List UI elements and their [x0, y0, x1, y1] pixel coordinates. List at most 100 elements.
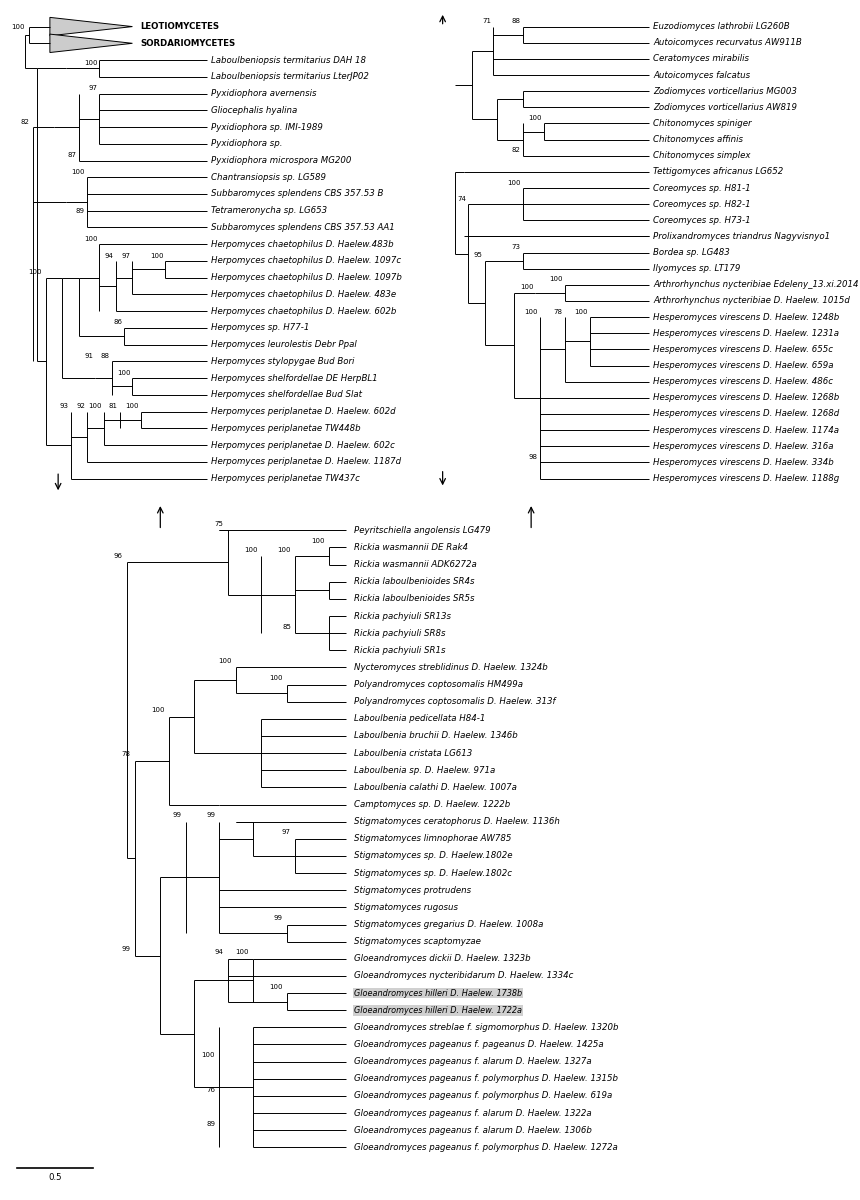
- Text: 97: 97: [121, 252, 131, 258]
- Text: Stigmatomyces gregarius D. Haelew. 1008a: Stigmatomyces gregarius D. Haelew. 1008a: [354, 920, 544, 929]
- Text: Gloeandromyces pageanus f. polymorphus D. Haelew. 619a: Gloeandromyces pageanus f. polymorphus D…: [354, 1092, 612, 1100]
- Text: Hesperomyces virescens D. Haelew. 1174a: Hesperomyces virescens D. Haelew. 1174a: [654, 426, 839, 434]
- Text: 71: 71: [482, 18, 491, 24]
- Text: 100: 100: [12, 24, 25, 30]
- Text: Hesperomyces virescens D. Haelew. 486c: Hesperomyces virescens D. Haelew. 486c: [654, 377, 833, 386]
- Text: 87: 87: [68, 152, 77, 158]
- Text: LEOTIOMYCETES: LEOTIOMYCETES: [141, 22, 220, 31]
- Text: Herpomyces chaetophilus D. Haelew.483b: Herpomyces chaetophilus D. Haelew.483b: [211, 240, 394, 248]
- Text: Coreomyces sp. H82-1: Coreomyces sp. H82-1: [654, 199, 751, 209]
- Text: Laboulbenia sp. D. Haelew. 971a: Laboulbenia sp. D. Haelew. 971a: [354, 766, 495, 775]
- Text: Pyxidiophora avernensis: Pyxidiophora avernensis: [211, 89, 316, 98]
- Text: Gloeandromyces pageanus f. pageanus D. Haelew. 1425a: Gloeandromyces pageanus f. pageanus D. H…: [354, 1040, 604, 1049]
- Text: Pyxidiophora sp.: Pyxidiophora sp.: [211, 139, 282, 149]
- Text: Gloeandromyces pageanus f. alarum D. Haelew. 1306b: Gloeandromyces pageanus f. alarum D. Hae…: [354, 1126, 592, 1135]
- Text: 76: 76: [206, 1086, 215, 1092]
- Text: Euzodiomyces lathrobii LG260B: Euzodiomyces lathrobii LG260B: [654, 22, 790, 31]
- Text: Herpomyces chaetophilus D. Haelew. 1097b: Herpomyces chaetophilus D. Haelew. 1097b: [211, 274, 402, 282]
- Text: Hesperomyces virescens D. Haelew. 1248b: Hesperomyces virescens D. Haelew. 1248b: [654, 313, 839, 322]
- Text: Laboulbenia cristata LG613: Laboulbenia cristata LG613: [354, 749, 472, 757]
- Text: Hesperomyces virescens D. Haelew. 1188g: Hesperomyces virescens D. Haelew. 1188g: [654, 474, 839, 484]
- Text: Chitonomyces spiniger: Chitonomyces spiniger: [654, 119, 752, 128]
- Text: 100: 100: [88, 403, 101, 409]
- Text: Gloeandromyces nycteribidarum D. Haelew. 1334c: Gloeandromyces nycteribidarum D. Haelew.…: [354, 972, 574, 980]
- Text: Laboulbenia pedicellata H84-1: Laboulbenia pedicellata H84-1: [354, 714, 486, 724]
- Text: 100: 100: [278, 547, 291, 553]
- Text: 100: 100: [269, 676, 282, 682]
- Text: Stigmatomyces protrudens: Stigmatomyces protrudens: [354, 886, 471, 895]
- Text: 100: 100: [218, 658, 232, 664]
- Text: SORDARIOMYCETES: SORDARIOMYCETES: [141, 38, 236, 48]
- Text: 98: 98: [528, 454, 538, 460]
- Text: Arthrorhynchus nycteribiae Edeleny_13.xi.2014: Arthrorhynchus nycteribiae Edeleny_13.xi…: [654, 281, 859, 289]
- Text: Hesperomyces virescens D. Haelew. 655c: Hesperomyces virescens D. Haelew. 655c: [654, 344, 833, 354]
- Text: Subbaromyces splendens CBS 357.53 B: Subbaromyces splendens CBS 357.53 B: [211, 190, 384, 198]
- Text: Gliocephalis hyalina: Gliocephalis hyalina: [211, 106, 297, 115]
- Text: Subbaromyces splendens CBS 357.53 AA1: Subbaromyces splendens CBS 357.53 AA1: [211, 223, 395, 232]
- Text: Hesperomyces virescens D. Haelew. 1268b: Hesperomyces virescens D. Haelew. 1268b: [654, 394, 839, 402]
- Text: 82: 82: [512, 148, 520, 154]
- Text: Pyxidiophora microspora MG200: Pyxidiophora microspora MG200: [211, 156, 351, 164]
- Text: Rickia pachyiuli SR13s: Rickia pachyiuli SR13s: [354, 612, 452, 620]
- Text: 100: 100: [524, 308, 538, 314]
- Text: 97: 97: [282, 829, 291, 835]
- Text: Laboulbeniopsis termitarius DAH 18: Laboulbeniopsis termitarius DAH 18: [211, 55, 366, 65]
- Text: Herpomyces sp. H77-1: Herpomyces sp. H77-1: [211, 323, 310, 332]
- Text: Polyandromyces coptosomalis HM499a: Polyandromyces coptosomalis HM499a: [354, 680, 523, 689]
- Text: Gloeandromyces pageanus f. polymorphus D. Haelew. 1315b: Gloeandromyces pageanus f. polymorphus D…: [354, 1074, 618, 1084]
- Text: 99: 99: [122, 946, 131, 952]
- Text: Rickia wasmannii ADK6272a: Rickia wasmannii ADK6272a: [354, 560, 477, 569]
- Text: Hesperomyces virescens D. Haelew. 1231a: Hesperomyces virescens D. Haelew. 1231a: [654, 329, 839, 337]
- Text: Pyxidiophora sp. IMI-1989: Pyxidiophora sp. IMI-1989: [211, 122, 322, 132]
- Text: Camptomyces sp. D. Haelew. 1222b: Camptomyces sp. D. Haelew. 1222b: [354, 800, 510, 809]
- Text: Autoicomyces recurvatus AW911B: Autoicomyces recurvatus AW911B: [654, 38, 802, 47]
- Text: Tetrameronycha sp. LG653: Tetrameronycha sp. LG653: [211, 206, 327, 215]
- Text: 100: 100: [550, 276, 562, 282]
- Text: Chantransiopsis sp. LG589: Chantransiopsis sp. LG589: [211, 173, 326, 181]
- Text: Arthrorhynchus nycteribiae D. Haelew. 1015d: Arthrorhynchus nycteribiae D. Haelew. 10…: [654, 296, 851, 306]
- Text: 100: 100: [150, 252, 163, 258]
- Text: 100: 100: [236, 949, 249, 955]
- Text: Chitonomyces affinis: Chitonomyces affinis: [654, 136, 743, 144]
- Text: 100: 100: [28, 269, 41, 275]
- Text: 100: 100: [84, 60, 97, 66]
- Text: Coreomyces sp. H73-1: Coreomyces sp. H73-1: [654, 216, 751, 224]
- Text: Gloeandromyces hilleri D. Haelew. 1722a: Gloeandromyces hilleri D. Haelew. 1722a: [354, 1006, 522, 1015]
- Text: 73: 73: [512, 244, 520, 250]
- Text: 78: 78: [122, 751, 131, 757]
- Text: 99: 99: [273, 916, 282, 922]
- Text: 93: 93: [59, 403, 69, 409]
- Text: Gloeandromyces pageanus f. alarum D. Haelew. 1322a: Gloeandromyces pageanus f. alarum D. Hae…: [354, 1109, 592, 1117]
- Text: Stigmatomyces rugosus: Stigmatomyces rugosus: [354, 902, 458, 912]
- Text: 86: 86: [114, 319, 122, 325]
- Text: 100: 100: [71, 169, 85, 175]
- Text: Zodiomyces vorticellarius AW819: Zodiomyces vorticellarius AW819: [654, 103, 797, 112]
- Text: Rickia pachyiuli SR8s: Rickia pachyiuli SR8s: [354, 629, 445, 637]
- Text: Herpomyces shelfordellae Bud Slat: Herpomyces shelfordellae Bud Slat: [211, 390, 362, 400]
- Text: 100: 100: [243, 547, 257, 553]
- Text: 100: 100: [519, 284, 533, 290]
- Text: Herpomyces chaetophilus D. Haelew. 483e: Herpomyces chaetophilus D. Haelew. 483e: [211, 290, 396, 299]
- Text: 100: 100: [151, 707, 164, 713]
- Text: 100: 100: [311, 538, 324, 544]
- Text: Hesperomyces virescens D. Haelew. 1268d: Hesperomyces virescens D. Haelew. 1268d: [654, 409, 839, 419]
- Text: 99: 99: [206, 812, 215, 818]
- Text: 92: 92: [76, 403, 85, 409]
- Text: Herpomyces chaetophilus D. Haelew. 1097c: Herpomyces chaetophilus D. Haelew. 1097c: [211, 257, 401, 265]
- Text: Chitonomyces simplex: Chitonomyces simplex: [654, 151, 751, 161]
- Text: 100: 100: [201, 1052, 215, 1058]
- Text: 0.5: 0.5: [48, 1174, 62, 1182]
- Text: Gloeandromyces streblae f. sigmomorphus D. Haelew. 1320b: Gloeandromyces streblae f. sigmomorphus …: [354, 1022, 618, 1032]
- Text: Autoicomyces falcatus: Autoicomyces falcatus: [654, 71, 751, 79]
- Text: Nycteromyces streblidinus D. Haelew. 1324b: Nycteromyces streblidinus D. Haelew. 132…: [354, 662, 548, 672]
- Text: 97: 97: [89, 85, 97, 91]
- Text: 91: 91: [84, 353, 93, 359]
- Text: Herpomyces periplanetae D. Haelew. 1187d: Herpomyces periplanetae D. Haelew. 1187d: [211, 457, 401, 467]
- Text: 74: 74: [457, 196, 466, 202]
- Text: Hesperomyces virescens D. Haelew. 316a: Hesperomyces virescens D. Haelew. 316a: [654, 442, 834, 451]
- Text: 82: 82: [21, 119, 29, 125]
- Text: Hesperomyces virescens D. Haelew. 659a: Hesperomyces virescens D. Haelew. 659a: [654, 361, 834, 370]
- Text: 88: 88: [101, 353, 110, 359]
- Text: 75: 75: [215, 521, 224, 527]
- Text: 100: 100: [84, 235, 97, 241]
